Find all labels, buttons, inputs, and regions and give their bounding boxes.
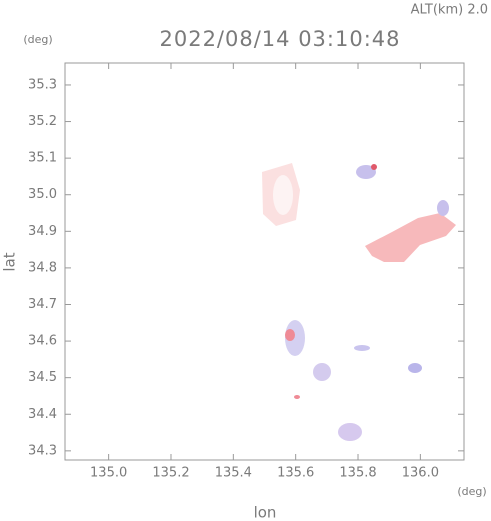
echo-field (262, 163, 456, 441)
echo-cluster (437, 200, 449, 216)
y-tick-label: 35.0 (28, 187, 57, 202)
echo-main (365, 213, 456, 262)
echo-cluster (313, 363, 331, 381)
x-tick-label: 135.0 (90, 466, 127, 481)
plot-frame (64, 62, 465, 461)
y-axis-label: lat (1, 252, 19, 271)
y-tick-label: 34.5 (28, 370, 57, 385)
echo-core (273, 175, 293, 215)
echo-cluster (371, 164, 377, 170)
x-tick-label: 135.6 (277, 466, 314, 481)
echo-cluster (408, 363, 422, 373)
altitude-label: ALT(km) 2.0 (411, 3, 488, 18)
y-tick-label: 35.3 (28, 77, 57, 92)
chart-title: 2022/08/14 03:10:48 (159, 27, 400, 51)
x-tick-label: 135.2 (152, 466, 189, 481)
y-tick-label: 34.9 (28, 224, 57, 239)
x-tick-label: 135.4 (215, 466, 252, 481)
echo-cluster (356, 165, 376, 179)
x-unit: (deg) (457, 485, 486, 498)
echo-cluster (338, 423, 362, 441)
echo-cluster (285, 329, 295, 341)
y-tick-label: 34.7 (28, 297, 57, 312)
y-tick-label: 34.4 (28, 407, 57, 422)
x-tick-label: 136.0 (402, 466, 439, 481)
y-tick-label: 34.8 (28, 260, 57, 275)
y-tick-label: 35.1 (28, 151, 57, 166)
x-tick-label: 135.8 (339, 466, 376, 481)
echo-cluster (354, 345, 370, 351)
y-unit: (deg) (23, 33, 52, 46)
y-tick-label: 34.6 (28, 334, 57, 349)
y-tick-label: 35.2 (28, 114, 57, 129)
y-tick-label: 34.3 (28, 443, 57, 458)
x-axis-label: lon (254, 504, 277, 521)
echo-cluster (294, 395, 300, 399)
